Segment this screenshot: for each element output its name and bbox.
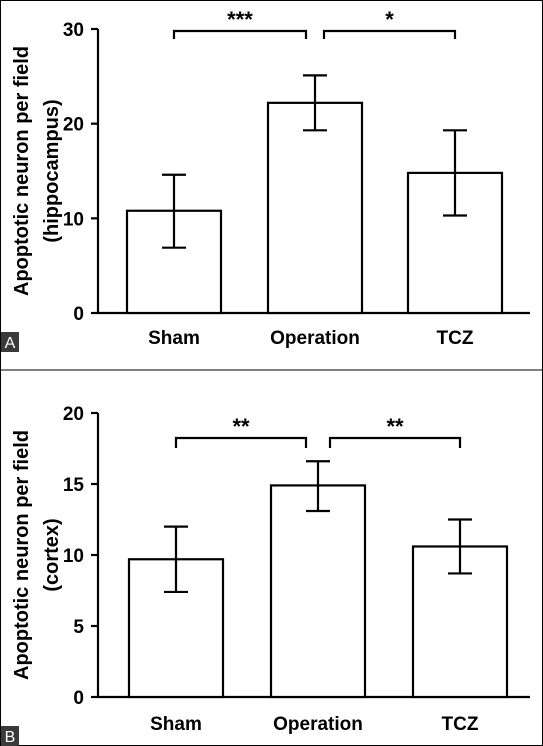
y-axis-title-line: (cortex): [41, 518, 63, 591]
y-axis-title-line: Apoptotic neuron per field: [11, 430, 33, 680]
significance-bracket: [172, 29, 308, 39]
y-axis-title-line: Apoptotic neuron per field: [11, 46, 33, 296]
panel-letter: B: [5, 729, 16, 746]
bar: [266, 101, 364, 315]
category-label: Sham: [150, 714, 202, 735]
category-label: Operation: [270, 328, 360, 349]
panel-b: 0 5 10 15 20 Apoptotic neuron per field (corte…: [1, 404, 530, 746]
category-label: TCZ: [437, 328, 474, 349]
panel-letter: A: [5, 335, 16, 352]
y-tick-label: 0: [73, 304, 84, 325]
y-tick-label: 20: [63, 115, 84, 136]
significance-label: **: [386, 414, 404, 439]
y-tick-label: 10: [63, 209, 84, 230]
significance-label: ***: [227, 7, 253, 32]
significance-label: **: [232, 414, 250, 439]
y-tick-label: 20: [63, 404, 84, 425]
significance-bracket: [174, 436, 308, 448]
y-tick-label: 15: [63, 475, 85, 496]
category-label: Sham: [148, 328, 200, 349]
y-axis-title-line: (hippocampus): [41, 99, 63, 242]
y-tick-label: 30: [63, 20, 84, 41]
category-label: TCZ: [442, 714, 479, 735]
y-tick-label: 5: [73, 617, 84, 638]
y-tick-label: 0: [73, 688, 84, 709]
panel-letter-badge: [1, 332, 19, 352]
significance-bracket: [328, 436, 462, 448]
bar: [269, 484, 367, 699]
category-label: Operation: [273, 714, 363, 735]
panel-letter-badge: [1, 726, 19, 746]
y-tick-label: 10: [63, 546, 84, 567]
significance-label: *: [385, 7, 394, 32]
significance-bracket: [322, 29, 457, 39]
panel-a: 0 10 20 30 Apoptotic neuron per field (hippoc…: [1, 7, 530, 352]
